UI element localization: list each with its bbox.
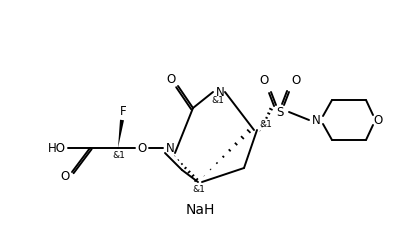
Text: O: O	[259, 74, 269, 87]
Text: &1: &1	[193, 185, 206, 194]
Text: O: O	[137, 141, 147, 154]
Text: O: O	[373, 114, 383, 126]
Text: O: O	[60, 170, 70, 184]
Text: N: N	[311, 114, 320, 126]
Text: &1: &1	[113, 151, 126, 159]
Text: &1: &1	[259, 120, 272, 129]
Text: &1: &1	[211, 96, 224, 104]
Text: NaH: NaH	[185, 203, 215, 217]
Polygon shape	[118, 120, 124, 148]
Text: N: N	[216, 86, 224, 98]
Text: HO: HO	[48, 141, 66, 154]
Text: O: O	[166, 72, 176, 86]
Text: N: N	[166, 141, 174, 154]
Text: O: O	[291, 74, 301, 87]
Text: S: S	[276, 105, 284, 119]
Text: F: F	[120, 104, 126, 118]
